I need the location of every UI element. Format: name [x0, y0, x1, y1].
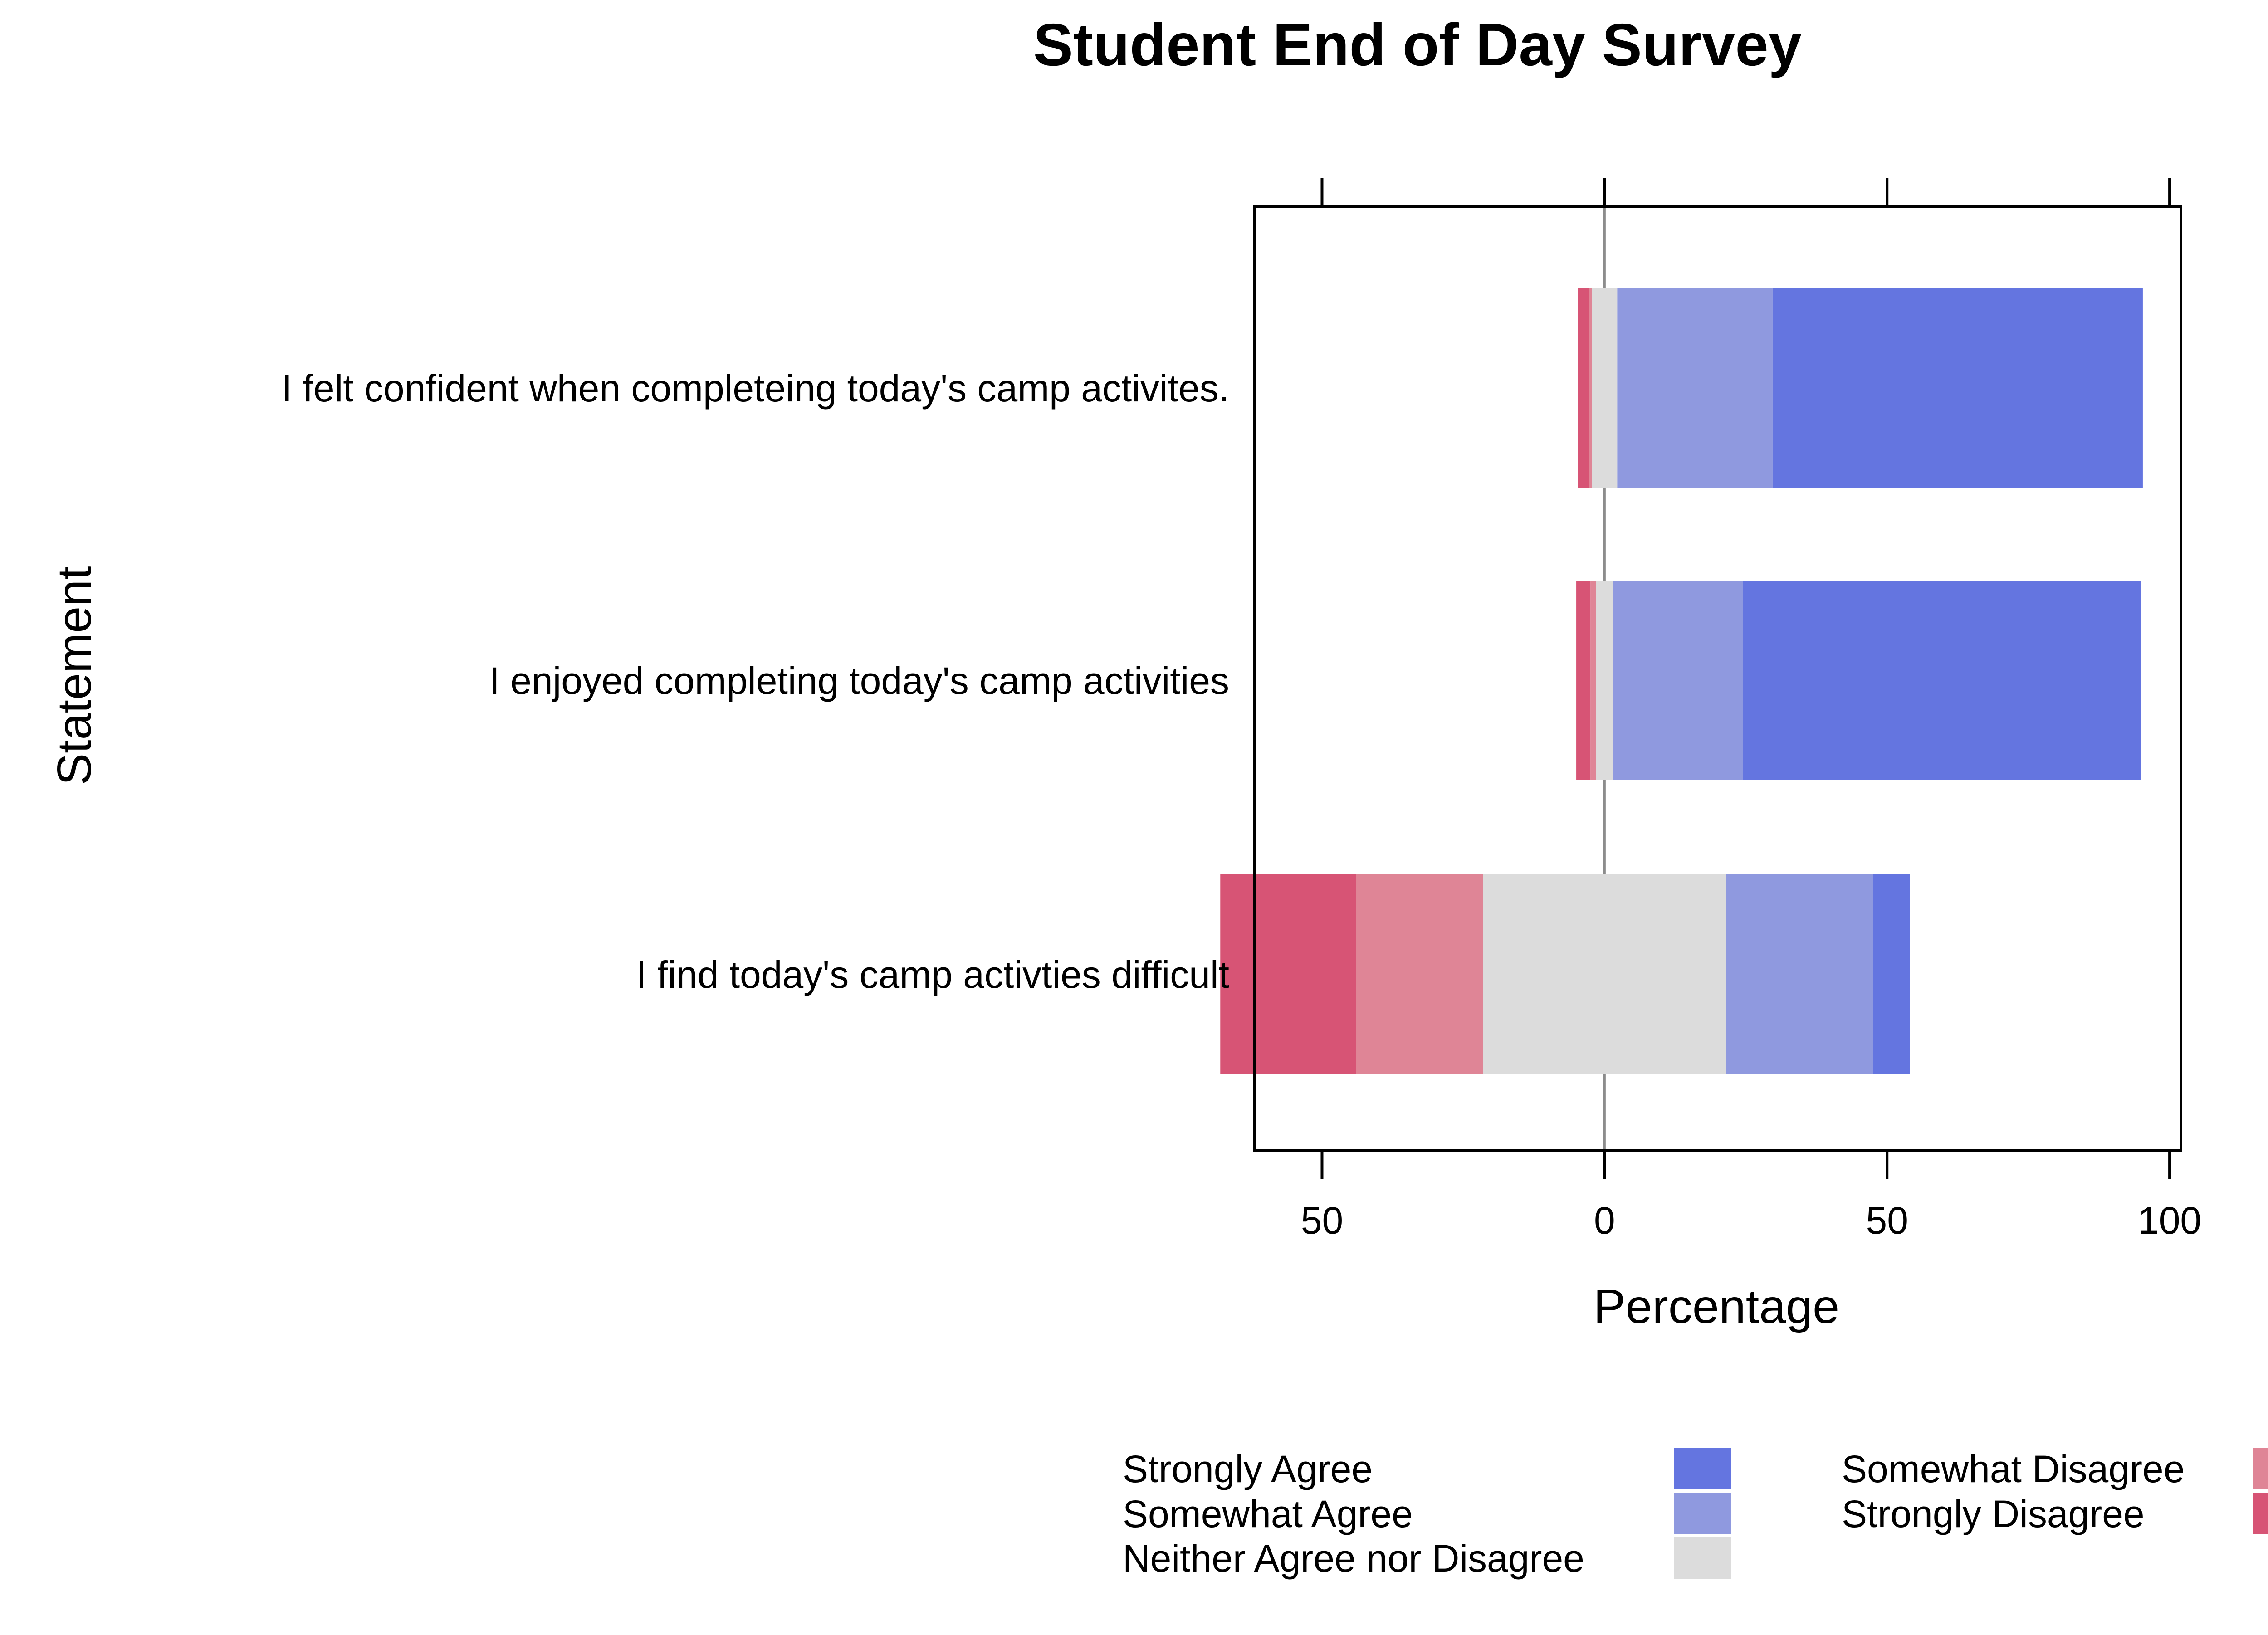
bar-strongly-disagree-3	[1220, 874, 1356, 1074]
bar-somewhat-disagree-3	[1356, 874, 1483, 1074]
category-label-3: I find today's camp activties difficult	[636, 953, 1229, 996]
legend-swatch-somewhat-agree	[1674, 1493, 1731, 1534]
category-label-1: I felt confident when completeing today'…	[282, 367, 1229, 410]
bar-neither-agree-nor-disagree-3	[1483, 874, 1726, 1074]
chart-title: Student End of Day Survey	[1033, 11, 1802, 78]
bar-neither-agree-nor-disagree-2	[1596, 581, 1613, 780]
legend-label-somewhat-agree: Somewhat Agree	[1123, 1493, 1413, 1535]
legend-swatch-strongly-agree	[1674, 1448, 1731, 1489]
bar-strongly-agree-2	[1743, 581, 2141, 780]
legend-swatch-strongly-disagree	[2253, 1493, 2268, 1534]
bar-strongly-agree-1	[1772, 288, 2143, 488]
legend-label-somewhat-disagree: Somewhat Disagree	[1842, 1448, 2185, 1490]
bar-somewhat-agree-2	[1613, 581, 1743, 780]
legend-swatch-somewhat-disagree	[2253, 1448, 2268, 1489]
plot-frame	[1253, 205, 2182, 1152]
y-axis-label: Statement	[48, 566, 101, 785]
x-tick-label: 50	[1866, 1199, 1908, 1242]
bar-somewhat-disagree-1	[1589, 288, 1592, 488]
x-axis-label: Percentage	[1593, 1280, 1839, 1333]
bar-somewhat-disagree-2	[1590, 581, 1596, 780]
bar-somewhat-agree-3	[1726, 874, 1873, 1074]
plot-layer: I felt confident when completeing today'…	[282, 178, 2201, 1242]
bar-strongly-disagree-2	[1576, 581, 1591, 780]
bar-strongly-disagree-1	[1578, 288, 1589, 488]
legend-label-neither-agree-nor-disagree: Neither Agree nor Disagree	[1123, 1537, 1584, 1580]
x-tick-label: 50	[1301, 1199, 1343, 1242]
x-tick-label: 100	[2138, 1199, 2201, 1242]
legend-label-strongly-agree: Strongly Agree	[1123, 1448, 1373, 1490]
x-tick-label: 0	[1594, 1199, 1615, 1242]
legend-swatch-neither-agree-nor-disagree	[1674, 1537, 1731, 1579]
category-label-2: I enjoyed completing today's camp activi…	[489, 659, 1229, 702]
bar-strongly-agree-3	[1873, 874, 1910, 1074]
bar-neither-agree-nor-disagree-1	[1592, 288, 1618, 488]
bar-somewhat-agree-1	[1617, 288, 1773, 488]
legend-label-strongly-disagree: Strongly Disagree	[1842, 1493, 2145, 1535]
